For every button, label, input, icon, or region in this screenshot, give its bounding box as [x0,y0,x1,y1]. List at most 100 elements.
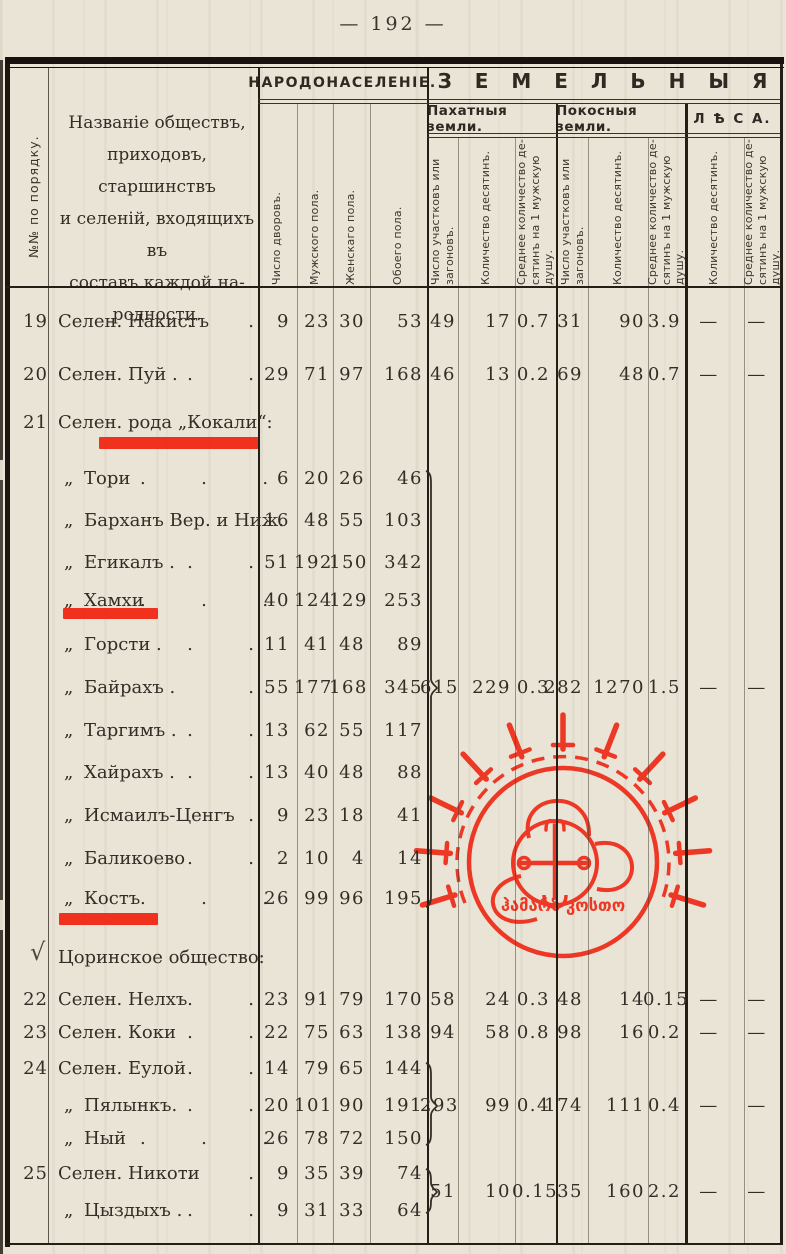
cell-value: 35 [557,1181,583,1202]
cell-value: 144 [384,1058,423,1079]
cell-value: 253 [384,590,423,611]
cell-value: — [747,677,767,698]
cell-value: 14 [264,1058,290,1079]
cell-value: 0.4 [647,1095,681,1116]
table-row: √ Цоринское общество: [0,939,786,971]
cell-value: 9 [277,805,290,826]
column-header-11: Среднее количество де- сятинъ на 1 мужск… [742,139,782,285]
table-row: „ Хайрахъ . . . 13 40 48 88 [0,760,786,786]
row-number: 23 [23,1022,48,1043]
cell-value: 22 [264,1022,290,1043]
cell-value: 0.2 [516,364,550,385]
header-group-population: НАРОДОНАСЕЛЕНІЕ. [248,75,437,91]
table-rule [780,57,783,1245]
table-rule [515,137,516,1245]
cell-value: 26 [339,468,365,489]
cell-value: 192 [294,552,333,573]
column-header-6: Среднее количество де- сятинъ на 1 мужск… [515,139,555,285]
row-name: Селен. рода „Кокали“: [58,412,273,433]
cell-value: 99 [304,888,330,909]
cell-value: 90 [339,1095,365,1116]
cell-value: 29 [264,364,290,385]
cell-value: 4 [352,848,365,869]
cell-value: 46 [397,468,423,489]
header-subgroup-forest: Л Ѣ С А. [693,110,772,127]
cell-value: 79 [304,1058,330,1079]
cell-value: 58 [485,1022,511,1043]
cell-value: 31 [557,311,583,332]
cell-value: 10 [485,1181,511,1202]
cell-value: — [747,989,767,1010]
cell-value: 69 [557,364,583,385]
row-name: Хамхи [84,590,144,611]
cell-value: 14 [619,989,645,1010]
row-name: Хайрахъ . [84,762,175,783]
leader-dots: . . [187,1163,254,1184]
row-name: Селен. Пуй . [58,364,178,385]
table-rule [427,136,780,138]
row-name: Ный [84,1128,127,1149]
cell-value: 90 [619,311,645,332]
cell-value: 63 [339,1022,365,1043]
quote-ditto-mark: „ [64,468,74,489]
leader-dots: . [248,805,254,826]
group-brace [425,1062,438,1146]
header-group-land: З Е М Е Л Ь Н Ы Я [437,69,776,93]
cell-value: 160 [606,1181,645,1202]
table-rule [588,137,589,1245]
table-rule [297,103,298,1245]
cell-value: 150 [384,1128,423,1149]
red-underline-khamkhi [63,608,158,619]
cell-value: — [747,311,767,332]
table-row: „ Баликоево. . 2 10 4 14 [0,846,786,872]
cell-value: 9 [277,311,290,332]
cell-value: 31 [304,1200,330,1221]
row-name: Горсти . [84,634,162,655]
table-row: „ Егикалъ . . . 51 192 150 342 [0,550,786,576]
leader-dots: . . . [140,590,269,611]
group-brace [425,470,438,908]
cell-value: 88 [397,762,423,783]
cell-value: 0.2 [647,1022,681,1043]
quote-ditto-mark: „ [64,805,74,826]
cell-value: — [699,1022,719,1043]
row-name: Селен. Никоти [58,1163,200,1184]
cell-value: 124 [294,590,333,611]
cell-value: 13 [264,762,290,783]
table-rule [6,286,780,289]
cell-value: 282 [544,677,583,698]
cell-value: 174 [544,1095,583,1116]
quote-ditto-mark: „ [64,1200,74,1221]
table-row: 51 10 0.15 35 160 2.2 — — [0,1179,786,1205]
cell-value: 13 [485,364,511,385]
table-left-border [5,57,10,1247]
table-rule [427,133,780,135]
cell-value: 17 [485,311,511,332]
cell-value: 48 [557,989,583,1010]
cell-value: 49 [430,311,456,332]
cell-value: 229 [472,677,511,698]
row-name: Цыздыхъ . [84,1200,183,1221]
column-header-0: Число дворовъ. [270,191,283,285]
cell-value: — [747,1095,767,1116]
header-num-column: №№ по порядку. [26,135,41,258]
cell-value: 14 [397,848,423,869]
cell-value: 1270 [593,677,645,698]
cell-value: — [699,1095,719,1116]
red-stamp-icon: ჰამარზ კოსთო [413,712,713,959]
quote-ditto-mark: „ [64,720,74,741]
checkmark-annotation: √ [30,938,46,966]
row-number: 25 [23,1163,48,1184]
leader-dots: . . [187,552,254,573]
cell-value: 10 [304,848,330,869]
leader-dots: . . [187,1200,254,1221]
table-row: 20 Селен. Пуй . . . 29 71 97 168 46 13 0.2 69 48 0.7… [0,362,786,388]
table-row: 24 Селен. Еулой. . 14 79 65 144 [0,1056,786,1082]
cell-value: 30 [339,311,365,332]
table-rule [744,137,745,1245]
red-underline-kokali [99,437,259,449]
cell-value: 65 [339,1058,365,1079]
table-rule [427,68,430,1245]
cell-value: 39 [339,1163,365,1184]
